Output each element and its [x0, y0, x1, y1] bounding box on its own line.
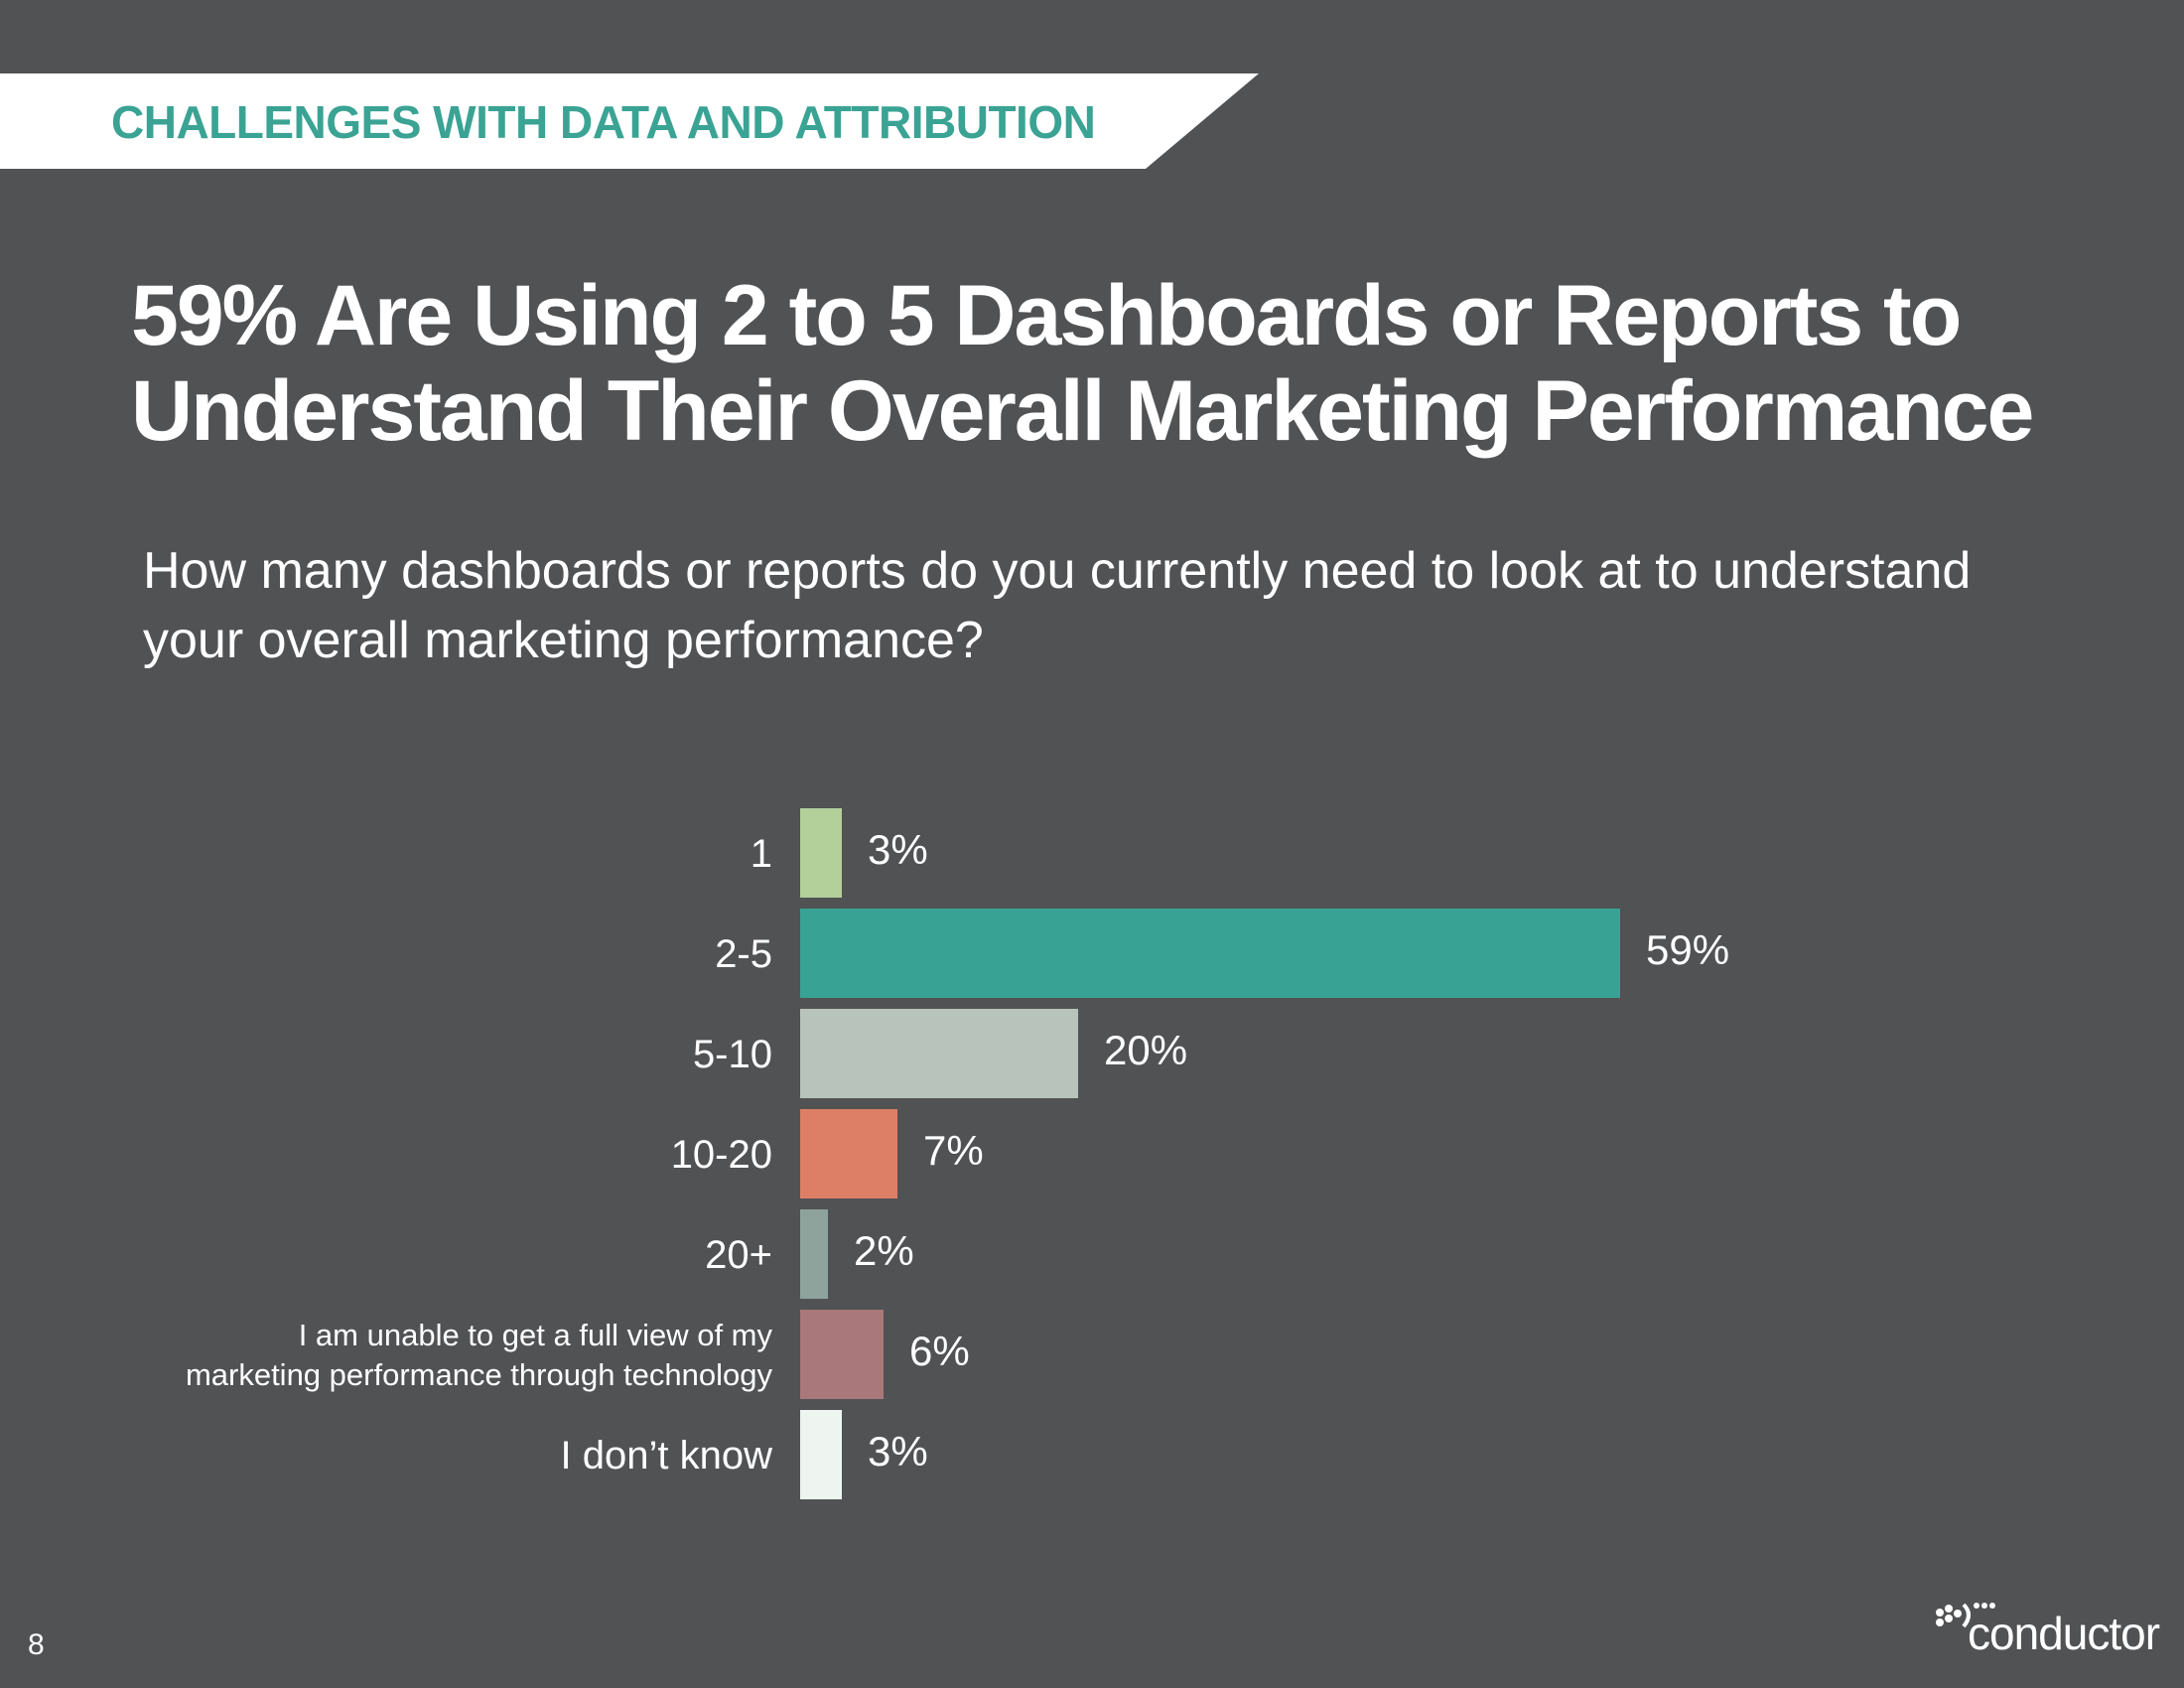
category-label-line: 1	[751, 832, 772, 876]
section-label: CHALLENGES WITH DATA AND ATTRIBUTION	[111, 96, 1096, 148]
category-label-6: I am unable to get a full view of my mark…	[186, 1318, 773, 1392]
value-label-2: 59%	[1646, 926, 1729, 973]
value-label-3: 20%	[1104, 1027, 1187, 1073]
bar-chart: 3% 1 59% 2-5 20% 5-10 7% 10-20 2% 20+ 6% I am unabl…	[186, 808, 1729, 1499]
bar-6	[800, 1310, 884, 1399]
category-label-line: 5-10	[693, 1033, 772, 1076]
conductor-logo-icon	[1936, 1603, 1995, 1628]
bar-4	[800, 1109, 897, 1198]
category-label-line: marketing performance through technology	[186, 1357, 773, 1392]
category-label-3: 5-10	[693, 1033, 772, 1076]
category-label-line: 2-5	[715, 932, 772, 976]
section-banner	[0, 73, 1259, 169]
survey-question: How many dashboards or reports do you cu…	[143, 542, 1972, 669]
value-label-7: 3%	[868, 1428, 928, 1475]
category-label-7: I don’t know	[561, 1434, 773, 1477]
category-label-1: 1	[751, 832, 772, 876]
value-label-5: 2%	[854, 1227, 914, 1274]
category-label-2: 2-5	[715, 932, 772, 976]
page-title: 59% Are Using 2 to 5 Dashboards or Repor…	[131, 268, 2034, 459]
bar-5	[800, 1209, 828, 1299]
value-label-6: 6%	[909, 1328, 970, 1374]
category-label-line: I am unable to get a full view of my	[299, 1318, 773, 1352]
category-label-line: I don’t know	[561, 1434, 773, 1477]
bar-2	[800, 909, 1620, 998]
category-label-line: 20+	[705, 1233, 772, 1277]
bar-7	[800, 1410, 842, 1499]
value-label-1: 3%	[868, 826, 928, 873]
logo-wordmark: conductor	[1968, 1608, 2160, 1659]
value-label-4: 7%	[923, 1127, 984, 1174]
bar-3	[800, 1009, 1078, 1098]
category-label-5: 20+	[705, 1233, 772, 1277]
category-label-line: 10-20	[671, 1133, 772, 1177]
bar-1	[800, 808, 842, 898]
page-number: 8	[28, 1628, 45, 1661]
category-label-4: 10-20	[671, 1133, 772, 1177]
